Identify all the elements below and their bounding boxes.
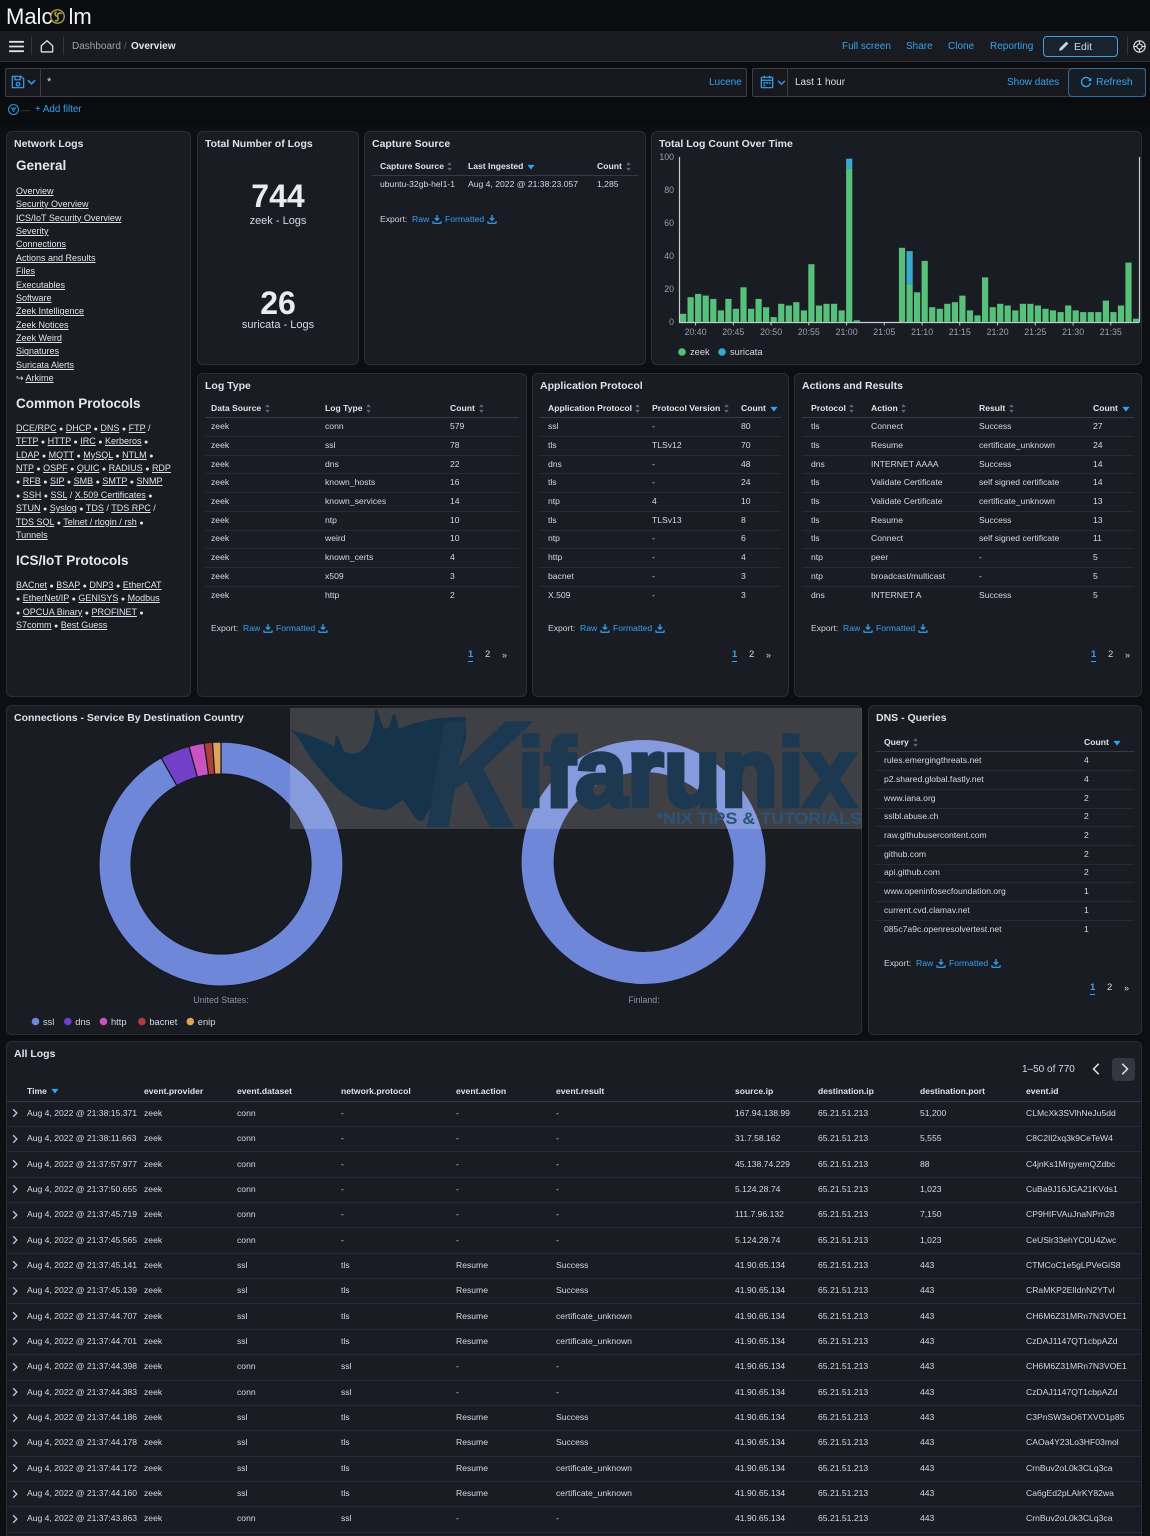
svg-text:21:20: 21:20 — [987, 327, 1009, 337]
svg-text:21:15: 21:15 — [949, 327, 971, 337]
svg-text:20: 20 — [664, 284, 674, 294]
svg-text:United States:: United States: — [193, 995, 248, 1005]
svg-text:60: 60 — [664, 218, 674, 228]
svg-text:zeek: zeek — [690, 347, 710, 357]
svg-text:21:10: 21:10 — [911, 327, 933, 337]
svg-text:100: 100 — [659, 152, 674, 162]
svg-text:21:30: 21:30 — [1062, 327, 1084, 337]
svg-text:http: http — [111, 1017, 127, 1027]
svg-text:40: 40 — [664, 251, 674, 261]
svg-text:20:50: 20:50 — [760, 327, 782, 337]
svg-text:80: 80 — [664, 185, 674, 195]
svg-text:ssl: ssl — [43, 1017, 54, 1027]
svg-text:20:55: 20:55 — [798, 327, 820, 337]
svg-text:21:00: 21:00 — [836, 327, 858, 337]
svg-text:20:45: 20:45 — [722, 327, 744, 337]
svg-text:*NIX TIPS & TUTORIALS: *NIX TIPS & TUTORIALS — [656, 809, 862, 828]
svg-text:enip: enip — [198, 1017, 216, 1027]
svg-text:21:35: 21:35 — [1100, 327, 1122, 337]
svg-text:K: K — [426, 705, 531, 858]
svg-text:dns: dns — [75, 1017, 90, 1027]
svg-text:0: 0 — [669, 317, 674, 327]
svg-text:suricata: suricata — [730, 347, 763, 357]
svg-text:bacnet: bacnet — [149, 1017, 177, 1027]
svg-text:Finland:: Finland: — [628, 995, 659, 1005]
svg-text:20:40: 20:40 — [685, 327, 707, 337]
svg-text:21:25: 21:25 — [1024, 327, 1046, 337]
svg-text:ifarunix: ifarunix — [518, 718, 856, 827]
svg-text:21:05: 21:05 — [873, 327, 895, 337]
